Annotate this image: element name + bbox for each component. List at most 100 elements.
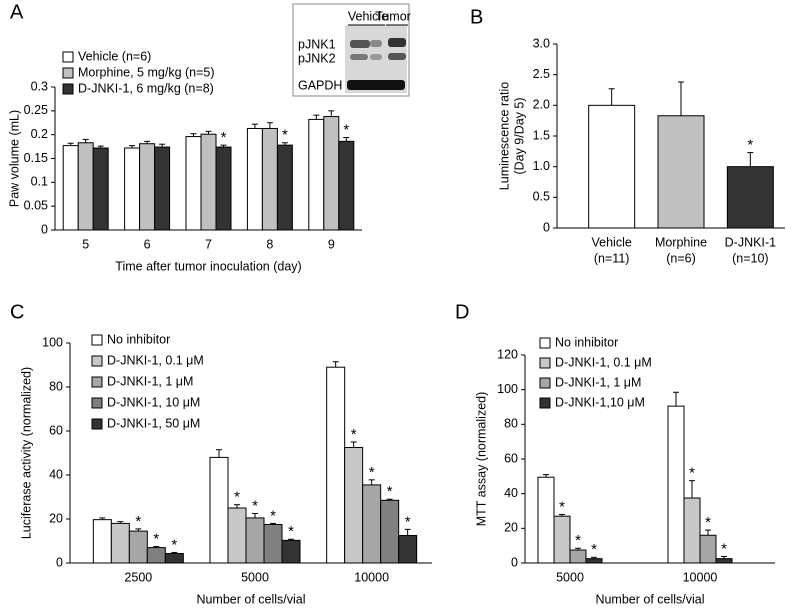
significance-marker: * — [591, 541, 597, 558]
bar — [185, 136, 202, 231]
bar — [227, 507, 247, 564]
y-tick-label: 0.2 — [31, 127, 48, 141]
x-tick-label: Morphine — [655, 235, 707, 249]
x-tick-label: 5000 — [556, 570, 584, 584]
blot-band — [370, 40, 382, 47]
blot-band — [350, 54, 368, 60]
x-tick-label: 5 — [82, 237, 89, 251]
inset-column-label: Vehicle — [348, 9, 388, 23]
legend-label: Morphine, 5 mg/kg (n=5) — [78, 65, 215, 79]
chart-panel: D 0 20 40 60 80 100 120 MTT assay (normalized) Nu… — [455, 301, 775, 606]
y-tick-label: 1.5 — [533, 128, 550, 142]
bar — [667, 405, 685, 564]
y-tick-label: 60 — [504, 451, 518, 465]
x-tick-label: 7 — [205, 237, 212, 251]
y-axis-label: Paw volume (mL) — [7, 110, 21, 207]
y-axis-label: Luciferase activity (normalized) — [19, 367, 33, 539]
y-tick-label: 0 — [56, 555, 63, 569]
blot-band — [388, 38, 406, 47]
y-tick-label: 0.3 — [31, 79, 48, 93]
x-tick-label: 10000 — [683, 570, 718, 584]
y-tick-label: 60 — [49, 423, 63, 437]
legend-label: D-JNKI-1, 1 μM — [107, 374, 193, 388]
y-tick-label: 0.05 — [24, 198, 48, 212]
y-tick-label: 20 — [504, 521, 518, 535]
significance-marker: * — [705, 514, 711, 531]
legend-label: D-JNKI-1, 0.1 μM — [555, 355, 652, 369]
y-tick-label: 2.5 — [533, 67, 550, 81]
y-tick-label: 40 — [504, 486, 518, 500]
significance-marker: * — [387, 483, 393, 500]
legend-label: D-JNKI-1,10 μM — [555, 395, 645, 409]
inset-row-label: GAPDH — [298, 78, 342, 92]
legend-swatch — [539, 357, 551, 369]
significance-marker: * — [135, 513, 141, 530]
legend-label: D-JNKI-1, 50 μM — [107, 416, 200, 430]
bar — [715, 558, 733, 564]
legend-swatch — [91, 334, 103, 346]
bar — [380, 499, 400, 564]
bar — [537, 476, 555, 564]
legend-label: D-JNKI-1, 10 μM — [107, 395, 200, 409]
legend-swatch — [91, 355, 103, 367]
y-tick-label: 80 — [49, 379, 63, 393]
bar — [657, 115, 705, 229]
panel-label: B — [470, 6, 483, 28]
y-axis-label: MTT assay (normalized) — [474, 392, 488, 527]
bar — [246, 127, 263, 231]
significance-marker: * — [343, 121, 349, 138]
significance-marker: * — [270, 507, 276, 524]
x-tick-label: Vehicle — [592, 235, 632, 249]
significance-marker: * — [575, 532, 581, 549]
significance-marker: * — [405, 513, 411, 530]
bar — [139, 143, 156, 231]
significance-marker: * — [153, 530, 159, 547]
y-tick-label: 2.0 — [533, 98, 550, 112]
x-tick-label: 10000 — [354, 570, 389, 584]
y-tick-label: 40 — [49, 467, 63, 481]
inset-row-label: pJNK2 — [298, 51, 336, 65]
bar — [683, 497, 701, 564]
legend-swatch — [539, 377, 551, 389]
x-axis-label: Number of cells/vial — [196, 592, 305, 606]
significance-marker: * — [369, 464, 375, 481]
y-tick-label: 0.1 — [31, 175, 48, 189]
bar — [362, 484, 382, 564]
bar — [110, 522, 130, 564]
x-tick-label: 2500 — [124, 570, 152, 584]
x-tick-label: 6 — [144, 237, 151, 251]
legend-swatch — [539, 397, 551, 409]
y-tick-label: 0.25 — [24, 103, 48, 117]
significance-marker: * — [171, 536, 177, 553]
x-tick-note: (n=6) — [666, 251, 696, 265]
significance-marker: * — [559, 498, 565, 515]
bar — [726, 166, 774, 229]
legend-label: D-JNKI-1, 1 μM — [555, 375, 641, 389]
panel-label: C — [10, 301, 24, 323]
significance-marker: * — [221, 129, 227, 146]
significance-marker: * — [747, 137, 753, 154]
significance-marker: * — [234, 489, 240, 506]
x-tick-label: 8 — [266, 237, 273, 251]
y-tick-label: 1.0 — [533, 159, 550, 173]
y-tick-label: 100 — [42, 335, 63, 349]
significance-marker: * — [721, 540, 727, 557]
bar — [215, 146, 232, 231]
significance-marker: * — [288, 523, 294, 540]
bar — [62, 145, 79, 231]
significance-marker: * — [351, 426, 357, 443]
y-axis-label: (Day 9/Day 5) — [512, 97, 526, 174]
legend-swatch — [62, 83, 74, 95]
bar — [323, 116, 340, 231]
x-tick-note: (n=10) — [732, 251, 768, 265]
legend-swatch — [62, 51, 74, 63]
legend-label: Vehicle (n=6) — [78, 49, 151, 63]
bar — [553, 515, 571, 564]
inset-column-label: Tumor — [375, 9, 411, 23]
legend-label: D-JNKI-1, 6 mg/kg (n=8) — [78, 81, 214, 95]
y-axis-label: Luminescence ratio — [497, 82, 511, 190]
bar — [209, 456, 229, 564]
bar — [245, 517, 265, 564]
